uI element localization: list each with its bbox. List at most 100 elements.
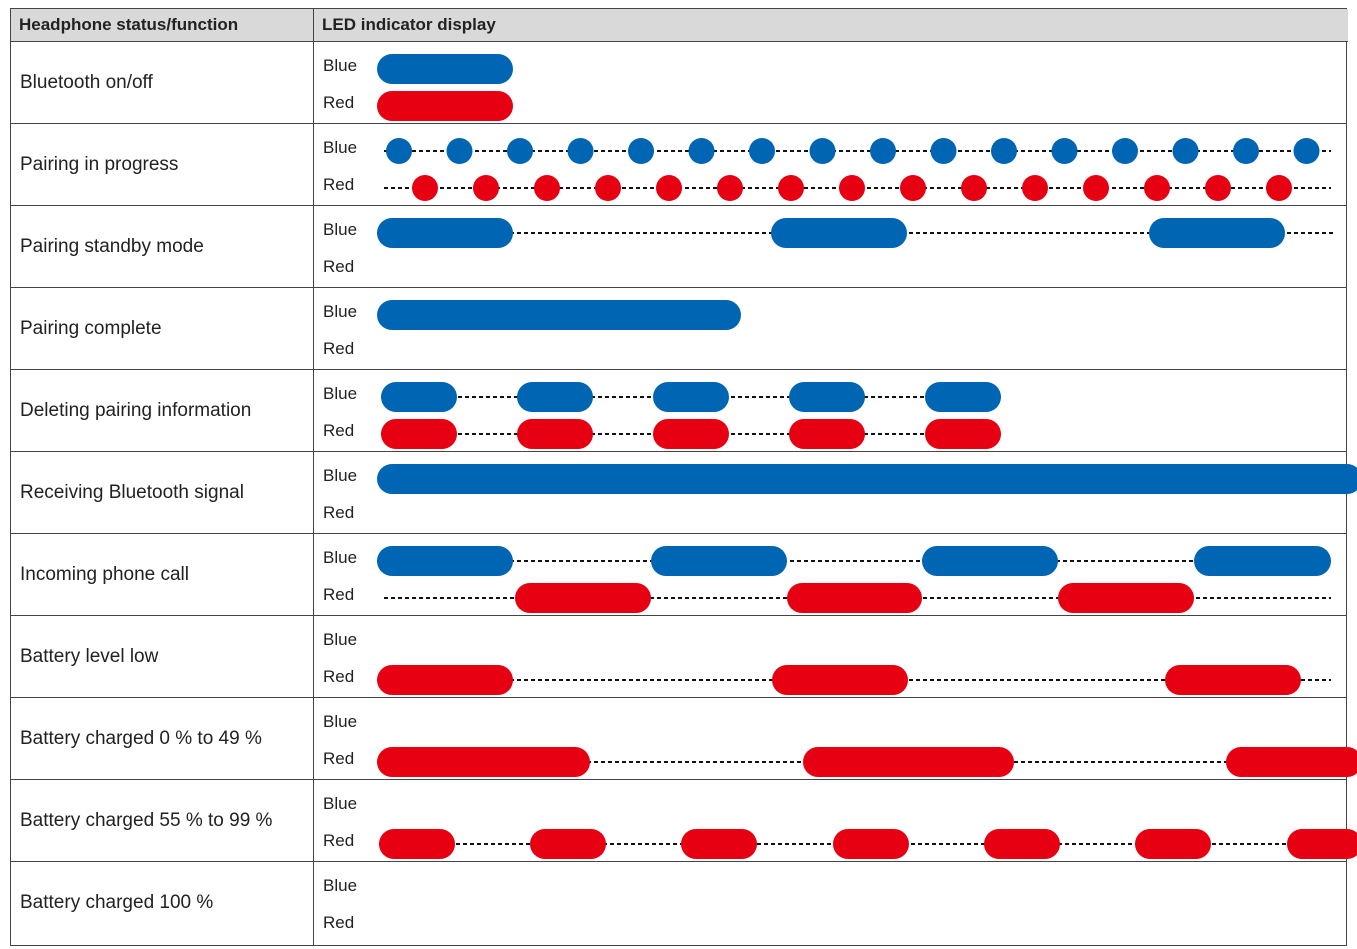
- red-led-on-bar: [681, 829, 757, 859]
- blue-led-on-bar: [377, 300, 741, 330]
- blue-led-on-bar: [377, 464, 1357, 494]
- red-led-blink-dot: [412, 175, 438, 201]
- red-led-on-bar: [377, 747, 590, 777]
- blue-led-blink-dot: [991, 138, 1017, 164]
- red-led-blink-dot: [595, 175, 621, 201]
- blue-led-blink-dot: [930, 138, 957, 164]
- led-pattern: [377, 464, 1357, 494]
- blue-led-on-bar: [771, 218, 907, 248]
- blue-led-blink-dot: [1112, 138, 1138, 164]
- blue-label: Blue: [323, 56, 358, 75]
- blue-led-on-bar: [1149, 218, 1285, 248]
- blue-led-on-bar: [925, 382, 1001, 412]
- row-battery-charged-100: Battery charged 100 % Blue Red: [11, 862, 1346, 944]
- blue-led-blink-dot: [749, 138, 775, 164]
- red-label: Red: [323, 667, 355, 686]
- status-label: Pairing complete: [20, 318, 162, 339]
- blue-led-on-bar: [1194, 546, 1331, 576]
- row-pairing-in-progress: Pairing in progress Blue Red: [11, 124, 1346, 206]
- row-incoming-phone-call: Incoming phone call Blue Red: [11, 534, 1346, 616]
- blue-label: Blue: [323, 630, 358, 649]
- status-label: Receiving Bluetooth signal: [20, 482, 244, 503]
- red-led-on-bar: [381, 419, 457, 449]
- red-led-on-bar: [1287, 829, 1357, 859]
- red-led-blink-dot: [473, 175, 499, 201]
- red-led-on-bar: [653, 419, 729, 449]
- status-label: Incoming phone call: [20, 564, 189, 585]
- red-led-blink-dot: [1205, 175, 1231, 201]
- blue-led-on-bar: [377, 218, 513, 248]
- red-led-blink-dot: [900, 175, 926, 201]
- red-led-blink-dot: [1083, 175, 1109, 201]
- red-led-on-bar: [1226, 747, 1357, 777]
- blue-led-blink-dot: [507, 138, 533, 164]
- red-label: Red: [323, 421, 355, 440]
- red-led-on-bar: [379, 829, 455, 859]
- red-led-on-bar: [1058, 583, 1194, 613]
- blue-led-blink-dot: [870, 138, 896, 164]
- red-led-on-bar: [925, 419, 1001, 449]
- blue-label: Blue: [323, 466, 358, 485]
- blue-led-on-bar: [517, 382, 593, 412]
- red-led-on-bar: [1165, 665, 1301, 695]
- blue-led-blink-dot: [1293, 138, 1320, 164]
- status-label: Battery charged 0 % to 49 %: [20, 728, 262, 749]
- blue-label: Blue: [323, 876, 358, 895]
- red-led-on-bar: [517, 419, 593, 449]
- blue-led-on-bar: [653, 382, 729, 412]
- row-pairing-complete: Pairing complete Blue Red: [11, 288, 1346, 370]
- column-divider: [313, 9, 314, 945]
- led-pattern: [377, 747, 1357, 777]
- led-pattern: [377, 300, 741, 330]
- red-led-on-bar: [984, 829, 1060, 859]
- red-label: Red: [323, 585, 355, 604]
- blue-led-on-bar: [381, 382, 457, 412]
- red-led-blink-dot: [1266, 175, 1292, 201]
- blue-label: Blue: [323, 302, 358, 321]
- red-led-on-bar: [789, 419, 865, 449]
- status-label: Deleting pairing information: [20, 400, 252, 421]
- blue-label: Blue: [323, 384, 358, 403]
- blue-label: Blue: [323, 138, 358, 157]
- led-pattern: [377, 546, 1331, 613]
- red-led-on-bar: [833, 829, 909, 859]
- row-battery-charged-0-to-49: Battery charged 0 % to 49 % Blue Red: [11, 698, 1357, 780]
- led-pattern: [313, 862, 1348, 944]
- red-led-on-bar: [377, 665, 513, 695]
- blue-label: Blue: [323, 712, 358, 731]
- blue-led-blink-dot: [567, 138, 594, 164]
- blue-led-on-bar: [377, 546, 513, 576]
- blue-led-blink-dot: [1172, 138, 1199, 164]
- blue-label: Blue: [323, 548, 358, 567]
- blue-led-on-bar: [922, 546, 1058, 576]
- blue-led-blink-dot: [628, 138, 654, 164]
- red-led-on-bar: [787, 583, 922, 613]
- led-indicator-table: Headphone status/function LED indicator …: [10, 8, 1357, 946]
- led-pattern: [384, 138, 1331, 201]
- blue-led-on-bar: [789, 382, 865, 412]
- red-led-blink-dot: [534, 175, 560, 201]
- status-label: Battery level low: [20, 646, 159, 667]
- blue-label: Blue: [323, 794, 358, 813]
- status-label: Pairing standby mode: [20, 236, 204, 257]
- red-led-blink-dot: [1144, 175, 1170, 201]
- row-battery-charged-55-to-99: Battery charged 55 % to 99 % Blue Red: [11, 780, 1357, 862]
- led-pattern: [379, 829, 1357, 859]
- status-label: Battery charged 100 %: [20, 892, 214, 913]
- red-label: Red: [323, 175, 355, 194]
- red-label: Red: [323, 831, 355, 850]
- blue-led-blink-dot: [809, 138, 836, 164]
- blue-led-blink-dot: [1233, 138, 1259, 164]
- row-deleting-pairing-information: Deleting pairing information Blue Red: [11, 370, 1346, 452]
- blue-label: Blue: [323, 220, 358, 239]
- red-led-on-bar: [803, 747, 1014, 777]
- row-receiving-bluetooth-signal: Receiving Bluetooth signal Blue Red: [11, 452, 1357, 534]
- blue-led-on-bar: [377, 54, 513, 84]
- red-label: Red: [323, 339, 355, 358]
- red-label: Red: [323, 749, 355, 768]
- row-battery-level-low: Battery level low Blue Red: [11, 616, 1346, 698]
- red-label: Red: [323, 257, 355, 276]
- red-led-on-bar: [530, 829, 606, 859]
- red-led-blink-dot: [839, 175, 865, 201]
- red-led-blink-dot: [961, 175, 987, 201]
